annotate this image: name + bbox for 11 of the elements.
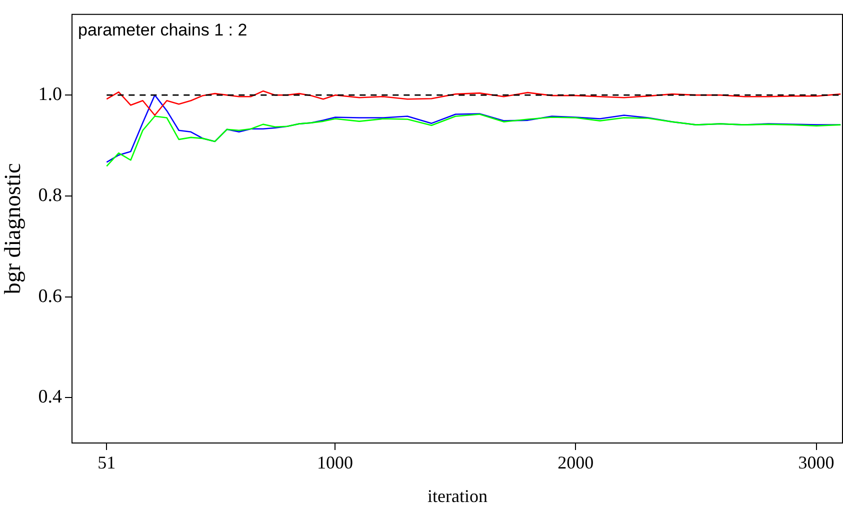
y-tick-label: 1.0 [38, 84, 62, 106]
x-tick-label: 51 [98, 452, 116, 473]
y-axis-title: bgr diagnostic [0, 163, 25, 294]
x-tick-label: 3000 [798, 452, 834, 473]
y-tick-label: 0.4 [38, 386, 62, 408]
x-axis-title: iteration [428, 486, 488, 506]
y-tick-label: 0.6 [38, 286, 62, 307]
y-tick-label: 0.8 [38, 184, 62, 206]
x-tick-label: 1000 [317, 452, 354, 473]
chart-title: parameter chains 1 : 2 [78, 20, 248, 40]
x-tick-label: 2000 [558, 452, 594, 473]
